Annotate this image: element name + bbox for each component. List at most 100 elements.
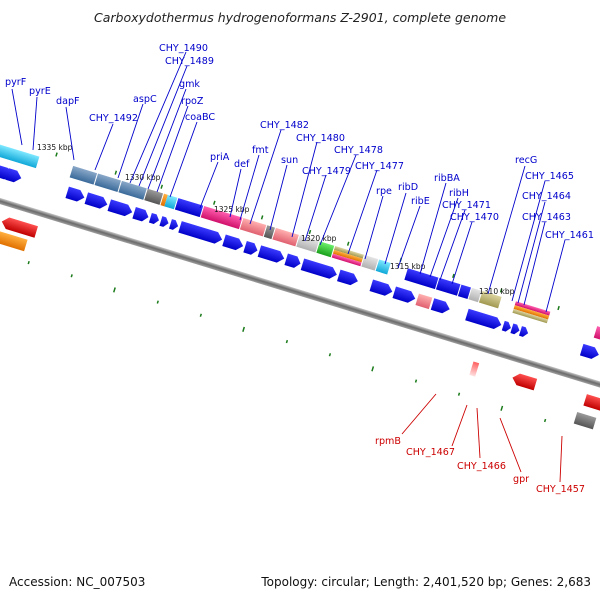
gene-label: sun — [281, 155, 298, 166]
gene-label: pyrF — [5, 77, 26, 88]
forward-context-row — [0, 140, 600, 341]
gene-arrow — [169, 219, 179, 230]
gene-label: ribBA — [434, 173, 460, 184]
gene-arrow — [510, 323, 520, 335]
tick-label: 1320 kbp — [301, 234, 337, 243]
genome-backbone — [0, 192, 600, 397]
gene-segment — [573, 412, 597, 430]
gene-label: CHY_1461 — [545, 230, 594, 241]
reverse-gene-labels: rpmB CHY_1467 CHY_1466 gpr CHY_1457 — [375, 436, 585, 495]
gene-label: CHY_1482 — [260, 120, 309, 131]
forward-leader-lines — [11, 51, 566, 313]
gene-arrow — [579, 343, 599, 359]
gene-arrow-reverse — [512, 373, 538, 391]
gene-label: rpe — [376, 186, 392, 197]
gene-segment — [332, 249, 363, 263]
gene-arrow — [501, 320, 511, 332]
gene-arrow — [107, 199, 133, 217]
forward-gene-arrows — [0, 163, 599, 359]
gene-segment — [239, 217, 267, 237]
tick-label: 1315 kbp — [390, 262, 426, 271]
tick-label: 1335 kbp — [37, 143, 73, 152]
gene-label: CHY_1490 — [159, 43, 208, 54]
gene-label: ribH — [449, 188, 469, 199]
gene-label: def — [234, 159, 250, 170]
gene-segment — [69, 165, 98, 185]
gene-label: CHY_1479 — [302, 166, 351, 177]
gene-segment — [457, 284, 471, 300]
gene-label: CHY_1465 — [525, 171, 574, 182]
map-title: Carboxydothermus hydrogenoformans Z-2901… — [94, 10, 506, 25]
gene-label: CHY_1463 — [522, 212, 571, 223]
gene-segment — [200, 205, 243, 230]
gene-label: CHY_1467 — [406, 447, 455, 458]
gene-label: CHY_1471 — [442, 200, 491, 211]
gene-label: dapF — [56, 96, 80, 107]
gene-label: CHY_1464 — [522, 191, 571, 202]
gene-label: CHY_1489 — [165, 56, 214, 67]
gene-label: CHY_1457 — [536, 484, 585, 495]
gene-label: ribE — [411, 196, 430, 207]
gene-arrow — [84, 192, 108, 209]
gene-arrow — [178, 221, 223, 244]
gene-label: CHY_1466 — [457, 461, 506, 472]
accession-text: Accession: NC_007503 — [9, 575, 145, 589]
gene-label: CHY_1492 — [89, 113, 138, 124]
gene-segment — [478, 291, 502, 309]
gene-segment — [404, 268, 439, 290]
gene-arrow — [430, 298, 450, 314]
gene-label: pyrE — [29, 86, 51, 97]
gene-segment — [435, 277, 461, 296]
gene-segment — [0, 228, 28, 252]
gene-segment — [513, 305, 550, 320]
gene-arrow — [132, 207, 149, 222]
gene-label: gmk — [179, 79, 200, 90]
gene-arrow — [519, 326, 529, 337]
reverse-leader-lines — [401, 393, 563, 483]
gene-arrow — [284, 253, 301, 268]
gene-label: CHY_1480 — [296, 133, 345, 144]
gene-arrow — [148, 212, 159, 224]
gene-arrow — [369, 279, 393, 296]
gene-segment — [468, 287, 482, 303]
gene-segment — [160, 193, 168, 207]
gene-segment — [593, 326, 600, 341]
gene-segment — [469, 361, 480, 377]
tick-label: 1310 kbp — [479, 287, 515, 296]
gene-segment — [296, 235, 319, 253]
gene-segment — [118, 180, 147, 200]
gene-segment — [272, 227, 299, 247]
topology-summary: Topology: circular; Length: 2,401,520 bp… — [260, 575, 591, 589]
gene-label: CHY_1478 — [334, 145, 383, 156]
gene-arrow — [159, 216, 169, 227]
gene-segment — [0, 140, 40, 169]
gene-label: rpoZ — [181, 96, 204, 107]
gene-segment — [316, 241, 335, 258]
gene-arrow — [392, 286, 416, 303]
gene-segment — [94, 173, 121, 192]
gene-segment — [174, 198, 204, 218]
gene-segment — [331, 253, 362, 267]
gene-label: aspC — [133, 94, 157, 105]
reverse-genes — [0, 217, 600, 430]
gene-segment — [144, 188, 164, 205]
gene-arrow — [222, 234, 244, 251]
gene-label: recG — [515, 155, 537, 166]
gene-arrow — [465, 308, 502, 330]
tick-marks — [27, 152, 560, 423]
gene-segment — [415, 293, 433, 310]
genome-band — [0, 140, 600, 430]
gene-label: rpmB — [375, 436, 401, 447]
gene-arrow — [65, 186, 85, 202]
gene-arrow — [337, 269, 358, 286]
gene-segment — [512, 308, 549, 324]
gene-segment — [361, 255, 379, 271]
gene-label: ribD — [398, 182, 418, 193]
gene-arrow — [300, 258, 337, 279]
gene-arrow — [257, 245, 285, 263]
gene-segment — [164, 194, 178, 210]
gene-arrow-reverse — [1, 217, 38, 238]
gene-segment — [263, 225, 275, 240]
gene-label: CHY_1470 — [450, 212, 499, 223]
